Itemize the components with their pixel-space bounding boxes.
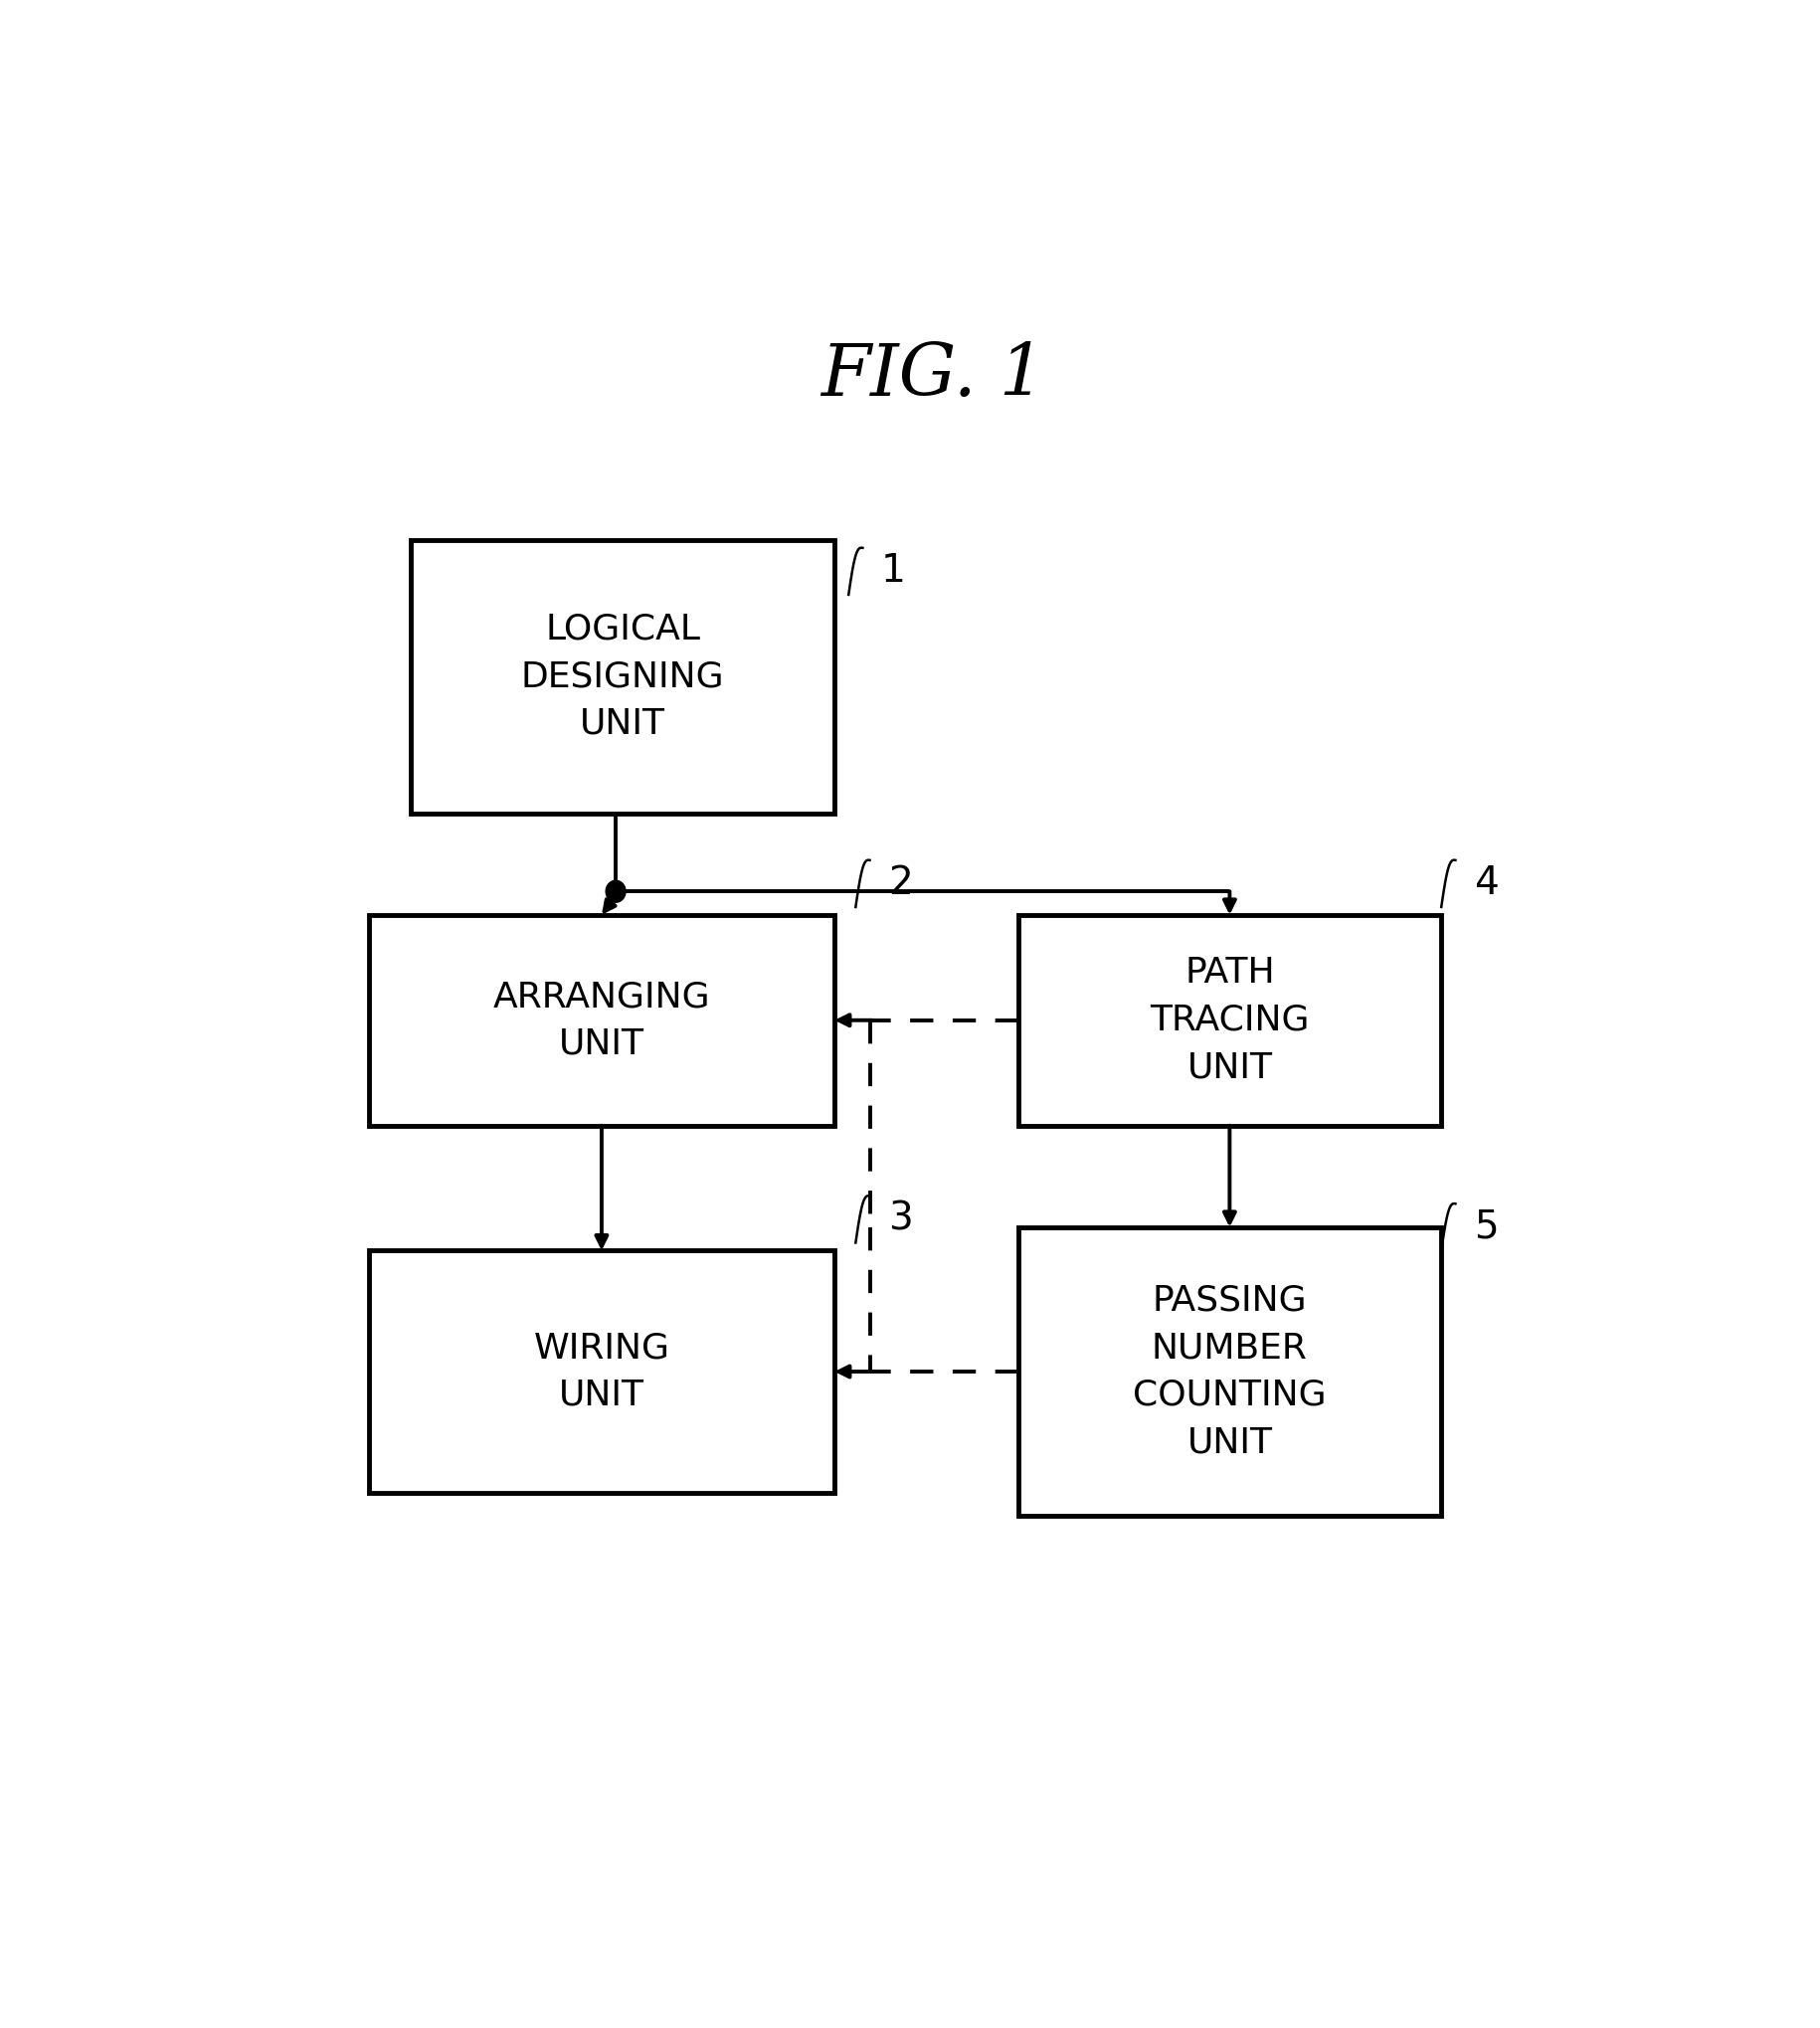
Text: ARRANGING
UNIT: ARRANGING UNIT [493, 980, 710, 1061]
Text: LOGICAL
DESIGNING
UNIT: LOGICAL DESIGNING UNIT [521, 612, 724, 740]
Text: 4: 4 [1472, 864, 1498, 902]
Circle shape [606, 880, 626, 902]
Text: PATH
TRACING
UNIT: PATH TRACING UNIT [1148, 955, 1309, 1085]
Text: 5: 5 [1472, 1209, 1498, 1245]
Text: 1: 1 [881, 552, 905, 590]
Bar [368, 1251, 834, 1493]
Bar [1017, 1227, 1441, 1517]
Bar [1017, 915, 1441, 1126]
Text: PASSING
NUMBER
COUNTING
UNIT: PASSING NUMBER COUNTING UNIT [1132, 1284, 1325, 1460]
Text: FIG. 1: FIG. 1 [821, 341, 1045, 412]
Text: 3: 3 [888, 1201, 912, 1239]
Bar [411, 539, 834, 813]
Text: 2: 2 [888, 864, 912, 902]
Bar [368, 915, 834, 1126]
Text: WIRING
UNIT: WIRING UNIT [533, 1330, 670, 1411]
